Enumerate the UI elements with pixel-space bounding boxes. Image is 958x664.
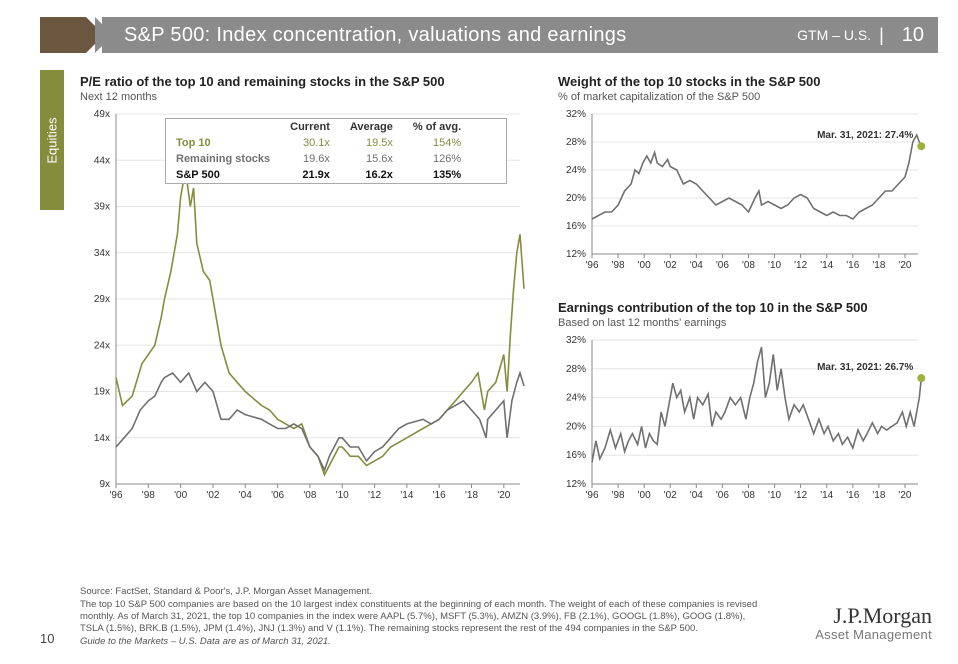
svg-text:'10: '10 bbox=[768, 260, 781, 271]
svg-text:9x: 9x bbox=[99, 479, 110, 490]
svg-text:'12: '12 bbox=[368, 490, 381, 501]
svg-text:'08: '08 bbox=[742, 260, 755, 271]
header-gtm: GTM – U.S. bbox=[797, 27, 871, 43]
svg-text:44x: 44x bbox=[94, 155, 110, 166]
svg-text:'98: '98 bbox=[612, 490, 625, 501]
svg-text:'20: '20 bbox=[497, 490, 510, 501]
svg-text:'04: '04 bbox=[690, 490, 703, 501]
svg-text:28%: 28% bbox=[566, 137, 586, 148]
brand-sub: Asset Management bbox=[815, 627, 932, 642]
svg-text:'04: '04 bbox=[690, 260, 703, 271]
svg-text:24%: 24% bbox=[566, 165, 586, 176]
footer-guide-text: Guide to the Markets – U.S. Data are as … bbox=[80, 636, 331, 647]
svg-text:'20: '20 bbox=[898, 260, 911, 271]
svg-text:'18: '18 bbox=[465, 490, 478, 501]
svg-text:'06: '06 bbox=[716, 490, 729, 501]
svg-text:'98: '98 bbox=[142, 490, 155, 501]
svg-text:'16: '16 bbox=[846, 260, 859, 271]
svg-text:'96: '96 bbox=[109, 490, 122, 501]
svg-text:20%: 20% bbox=[566, 421, 586, 432]
svg-text:'14: '14 bbox=[820, 490, 833, 501]
svg-text:29x: 29x bbox=[94, 294, 110, 305]
svg-text:'10: '10 bbox=[336, 490, 349, 501]
svg-text:16%: 16% bbox=[566, 450, 586, 461]
svg-text:16%: 16% bbox=[566, 221, 586, 232]
chart-earnings: Earnings contribution of the top 10 in t… bbox=[558, 300, 926, 504]
svg-text:'14: '14 bbox=[820, 260, 833, 271]
svg-text:32%: 32% bbox=[566, 335, 586, 346]
svg-text:'06: '06 bbox=[716, 260, 729, 271]
header-right: GTM – U.S. | 10 bbox=[797, 17, 924, 53]
pe-summary-table: CurrentAverage% of avg.Top 1030.1x19.5x1… bbox=[165, 118, 507, 184]
brand-name: J.P.Morgan bbox=[815, 603, 932, 629]
chart-weight-svg: 12% 16% 20% 24% 28% 32% '96 '98 '00 '02 '04 '06 '08 '… bbox=[558, 74, 926, 274]
page-title: S&P 500: Index concentration, valuations… bbox=[124, 24, 627, 47]
svg-text:'02: '02 bbox=[206, 490, 219, 501]
svg-text:24%: 24% bbox=[566, 393, 586, 404]
svg-text:'06: '06 bbox=[271, 490, 284, 501]
svg-text:'00: '00 bbox=[638, 490, 651, 501]
svg-text:'20: '20 bbox=[898, 490, 911, 501]
svg-text:32%: 32% bbox=[566, 109, 586, 120]
page-number-bottom: 10 bbox=[40, 631, 54, 646]
svg-text:'16: '16 bbox=[846, 490, 859, 501]
svg-text:'18: '18 bbox=[872, 490, 885, 501]
footer-detail: The top 10 S&P 500 companies are based o… bbox=[80, 599, 758, 636]
svg-text:'14: '14 bbox=[400, 490, 413, 501]
svg-text:'96: '96 bbox=[585, 490, 598, 501]
divider-icon: | bbox=[879, 25, 884, 46]
footer-text: Source: FactSet, Standard & Poor's, J.P.… bbox=[80, 586, 758, 648]
svg-text:39x: 39x bbox=[94, 202, 110, 213]
svg-text:14x: 14x bbox=[94, 433, 110, 444]
header-bar: S&P 500: Index concentration, valuations… bbox=[40, 17, 938, 53]
svg-text:'18: '18 bbox=[872, 260, 885, 271]
svg-text:'02: '02 bbox=[664, 490, 677, 501]
section-tab: Equities bbox=[40, 70, 64, 210]
svg-text:34x: 34x bbox=[94, 248, 110, 259]
svg-text:Mar. 31, 2021: 27.4%: Mar. 31, 2021: 27.4% bbox=[817, 130, 913, 141]
header-accent-block bbox=[40, 17, 86, 53]
svg-text:'08: '08 bbox=[303, 490, 316, 501]
svg-text:'12: '12 bbox=[794, 490, 807, 501]
svg-text:12%: 12% bbox=[566, 479, 586, 490]
svg-text:'04: '04 bbox=[239, 490, 252, 501]
header-page-number: 10 bbox=[902, 24, 924, 47]
svg-text:'16: '16 bbox=[433, 490, 446, 501]
svg-text:12%: 12% bbox=[566, 249, 586, 260]
svg-text:'00: '00 bbox=[174, 490, 187, 501]
section-tab-label: Equities bbox=[45, 117, 60, 163]
svg-text:19x: 19x bbox=[94, 387, 110, 398]
footer-source: Source: FactSet, Standard & Poor's, J.P.… bbox=[80, 586, 758, 598]
svg-text:28%: 28% bbox=[566, 364, 586, 375]
svg-text:'10: '10 bbox=[768, 490, 781, 501]
svg-text:Mar. 31, 2021: 26.7%: Mar. 31, 2021: 26.7% bbox=[817, 362, 913, 373]
header-strip: S&P 500: Index concentration, valuations… bbox=[102, 17, 938, 53]
footer-guide: Guide to the Markets – U.S. Data are as … bbox=[80, 636, 758, 648]
svg-text:'02: '02 bbox=[664, 260, 677, 271]
svg-text:49x: 49x bbox=[94, 109, 110, 120]
svg-text:'98: '98 bbox=[612, 260, 625, 271]
svg-text:'00: '00 bbox=[638, 260, 651, 271]
chart-earnings-svg: 12% 16% 20% 24% 28% 32% '96 '98 '00 '02 '04 '06 '08 '… bbox=[558, 300, 926, 504]
svg-text:'12: '12 bbox=[794, 260, 807, 271]
brand-logo: J.P.Morgan Asset Management bbox=[815, 603, 932, 642]
svg-text:'96: '96 bbox=[585, 260, 598, 271]
svg-text:24x: 24x bbox=[94, 340, 110, 351]
svg-text:'08: '08 bbox=[742, 490, 755, 501]
chart-weight: Weight of the top 10 stocks in the S&P 5… bbox=[558, 74, 926, 274]
svg-text:20%: 20% bbox=[566, 193, 586, 204]
